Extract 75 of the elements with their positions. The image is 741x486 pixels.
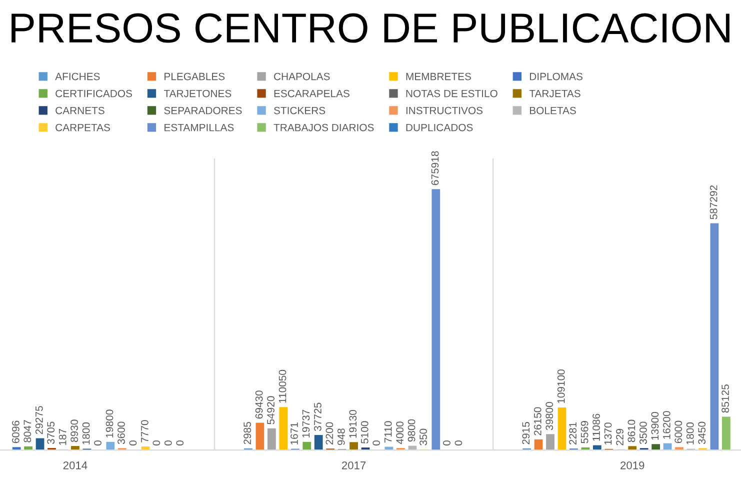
data-label: 8930 [70, 420, 78, 442]
data-label: 6096 [12, 420, 20, 443]
data-label: 110050 [278, 370, 286, 403]
data-label: 69430 [255, 390, 263, 419]
legend-label: SEPARADORES [164, 106, 242, 114]
data-label: 0 [176, 440, 184, 446]
data-label: 5569 [580, 421, 588, 444]
data-label: 39800 [546, 402, 554, 430]
legend-label: DIPLOMAS [530, 72, 582, 80]
data-label: 13900 [651, 412, 659, 440]
legend-label: AFICHES [55, 72, 100, 80]
data-label: 3600 [118, 422, 125, 444]
data-label: 85125 [722, 384, 729, 413]
data-label: 2281 [569, 422, 577, 444]
data-label: 3705 [47, 422, 55, 444]
data-label: 11086 [592, 414, 600, 441]
data-label: 1671 [290, 422, 298, 444]
data-label: 6000 [674, 420, 682, 444]
legend-label: CARPETAS [56, 124, 110, 132]
legend-label: BOLETAS [530, 106, 576, 114]
legend-label: ESCARAPELAS [274, 90, 350, 98]
data-label: 19737 [302, 410, 310, 438]
data-label: 7770 [141, 420, 148, 442]
legend-label: TRABAJOS DIARIOS [274, 124, 374, 132]
data-label: 0 [443, 440, 450, 446]
data-label: 587292 [710, 185, 718, 220]
data-label: 2200 [326, 422, 334, 444]
chart-title: PRESOS CENTRO DE PUBLICACION [12, 13, 730, 43]
legend-label: PLEGABLES [164, 72, 225, 80]
data-label: 948 [337, 428, 345, 446]
data-label: 0 [372, 440, 380, 446]
data-label: 29275 [35, 406, 43, 434]
data-label: 5100 [360, 421, 368, 444]
legend-label: TARJETONES [164, 90, 232, 98]
data-label: 7110 [384, 421, 392, 443]
data-label: 229 [616, 428, 624, 446]
data-label: 1370 [604, 422, 612, 445]
legend-label: TARJETAS [529, 90, 580, 98]
data-label: 1800 [686, 422, 694, 444]
data-label: 0 [94, 440, 102, 446]
data-label: 8610 [628, 420, 636, 442]
legend-label: MEMBRETES [406, 72, 471, 80]
data-label: 19800 [106, 410, 114, 438]
legend-label: ESTAMPILLAS [164, 124, 234, 132]
data-label: 2985 [244, 422, 252, 444]
data-label: 19130 [349, 410, 357, 438]
data-label: 54920 [267, 396, 274, 424]
data-label: 0 [454, 440, 462, 446]
data-label: 4000 [396, 422, 404, 444]
legend-label: CERTIFICADOS [56, 90, 132, 98]
data-label: 16200 [662, 411, 670, 439]
data-label: 350 [420, 428, 427, 446]
data-label: 8047 [24, 420, 32, 442]
data-label: 0 [152, 440, 160, 446]
data-label: 675918 [431, 151, 439, 185]
data-label: 3500 [640, 422, 647, 444]
data-label: 26150 [534, 407, 542, 436]
data-label: 1800 [82, 422, 90, 444]
x-tick-label: 2014 [63, 461, 88, 470]
legend-label: STICKERS [274, 106, 326, 114]
legend-label: DUPLICADOS [406, 124, 473, 132]
data-label: 9800 [408, 419, 416, 442]
legend-label: INSTRUCTIVOS [406, 106, 483, 114]
data-label: 0 [164, 440, 172, 446]
legend-label: CHAPOLAS [274, 72, 330, 80]
data-label: 109100 [557, 369, 565, 404]
data-label: 2915 [522, 422, 530, 444]
data-label: 37725 [314, 402, 322, 431]
x-tick-label: 2019 [620, 461, 644, 470]
legend-label: NOTAS DE ESTILO [406, 90, 498, 98]
x-tick-label: 2017 [342, 461, 366, 470]
data-label: 3450 [698, 422, 706, 444]
data-label: 0 [129, 440, 137, 446]
legend-label: CARNETS [56, 106, 104, 114]
data-label: 187 [58, 428, 66, 446]
